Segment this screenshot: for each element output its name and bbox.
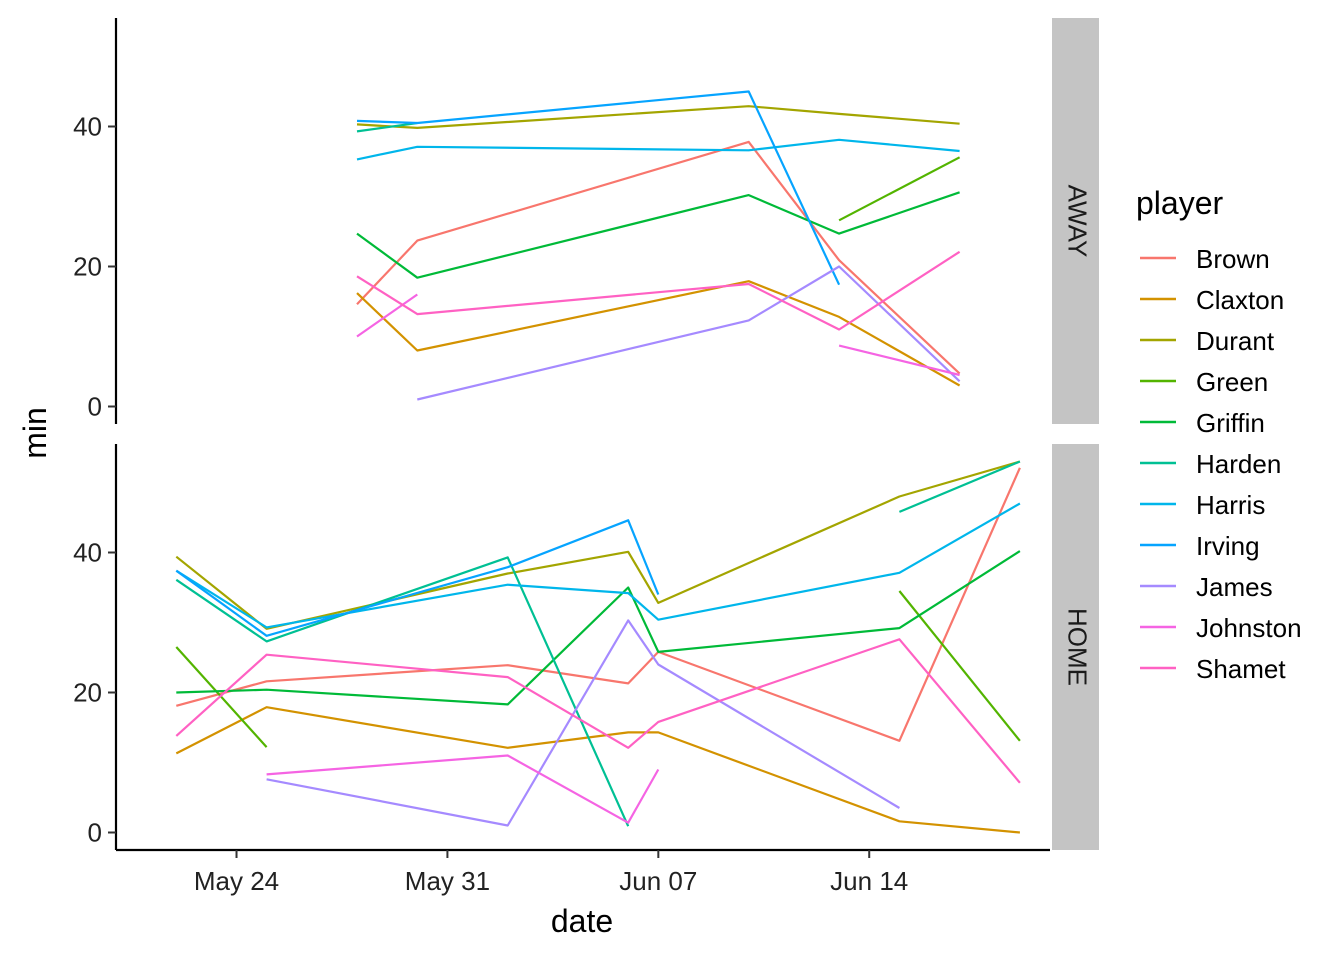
series-line-james <box>417 265 961 401</box>
series-line-green <box>898 590 1021 742</box>
series-line-claxton <box>175 706 1021 834</box>
legend-label-johnston: Johnston <box>1196 613 1302 643</box>
legend-label-griffin: Griffin <box>1196 408 1265 438</box>
facet-strip-label: HOME <box>1063 608 1093 686</box>
x-tick-label: May 31 <box>405 866 490 896</box>
series-line-durant <box>175 460 1021 630</box>
legend-label-green: Green <box>1196 367 1268 397</box>
legend-title: player <box>1136 185 1224 221</box>
series-line-green <box>175 646 268 748</box>
y-tick-label: 40 <box>73 112 102 142</box>
series-line-durant <box>356 105 960 130</box>
legend-label-harris: Harris <box>1196 490 1265 520</box>
x-tick-label: Jun 14 <box>830 866 908 896</box>
y-tick-label: 0 <box>88 818 102 848</box>
y-tick-label: 20 <box>73 252 102 282</box>
facet-strip-label: AWAY <box>1063 185 1093 258</box>
series-line-harden <box>175 556 630 827</box>
series-line-harden <box>356 121 418 133</box>
legend-label-harden: Harden <box>1196 449 1281 479</box>
facet-strip <box>1052 444 1099 850</box>
series-line-griffin <box>176 550 1021 706</box>
legend-label-claxton: Claxton <box>1196 285 1284 315</box>
series-line-green <box>838 156 961 222</box>
x-tick-label: May 24 <box>194 866 279 896</box>
legend-label-james: James <box>1196 572 1273 602</box>
y-tick-label: 0 <box>88 392 102 422</box>
series-line-johnston <box>356 293 418 338</box>
series-line-shamet <box>356 250 961 331</box>
legend-label-brown: Brown <box>1196 244 1270 274</box>
legend: player Brown Claxton Durant Green Griffin Har… <box>1136 185 1302 684</box>
series-line-irving <box>356 90 841 286</box>
y-tick-label: 20 <box>73 678 102 708</box>
y-axis-title: min <box>17 407 53 459</box>
series-line-brown <box>356 140 961 375</box>
series-line-claxton <box>356 280 961 387</box>
series-line-irving <box>175 519 660 637</box>
series-line-johnston <box>266 754 660 824</box>
x-axis-title: date <box>551 903 613 939</box>
series-line-harris <box>356 138 960 161</box>
plot-layer: 0 20 40 AWAY 0 20 40 HOME May 24 May 31 Jun 07 Jun … <box>73 18 1099 896</box>
legend-label-shamet: Shamet <box>1196 654 1286 684</box>
x-tick-label: Jun 07 <box>619 866 697 896</box>
series-line-griffin <box>356 191 960 279</box>
series-line-harden <box>898 460 1021 513</box>
series-line-brown <box>176 467 1021 742</box>
y-tick-label: 40 <box>73 538 102 568</box>
series-line-johnston <box>838 344 960 377</box>
series-line-harris <box>175 502 1021 629</box>
legend-label-irving: Irving <box>1196 531 1260 561</box>
legend-label-durant: Durant <box>1196 326 1275 356</box>
series-line-shamet <box>175 638 1021 784</box>
series-line-james <box>266 619 900 827</box>
facet-strip <box>1052 18 1099 424</box>
